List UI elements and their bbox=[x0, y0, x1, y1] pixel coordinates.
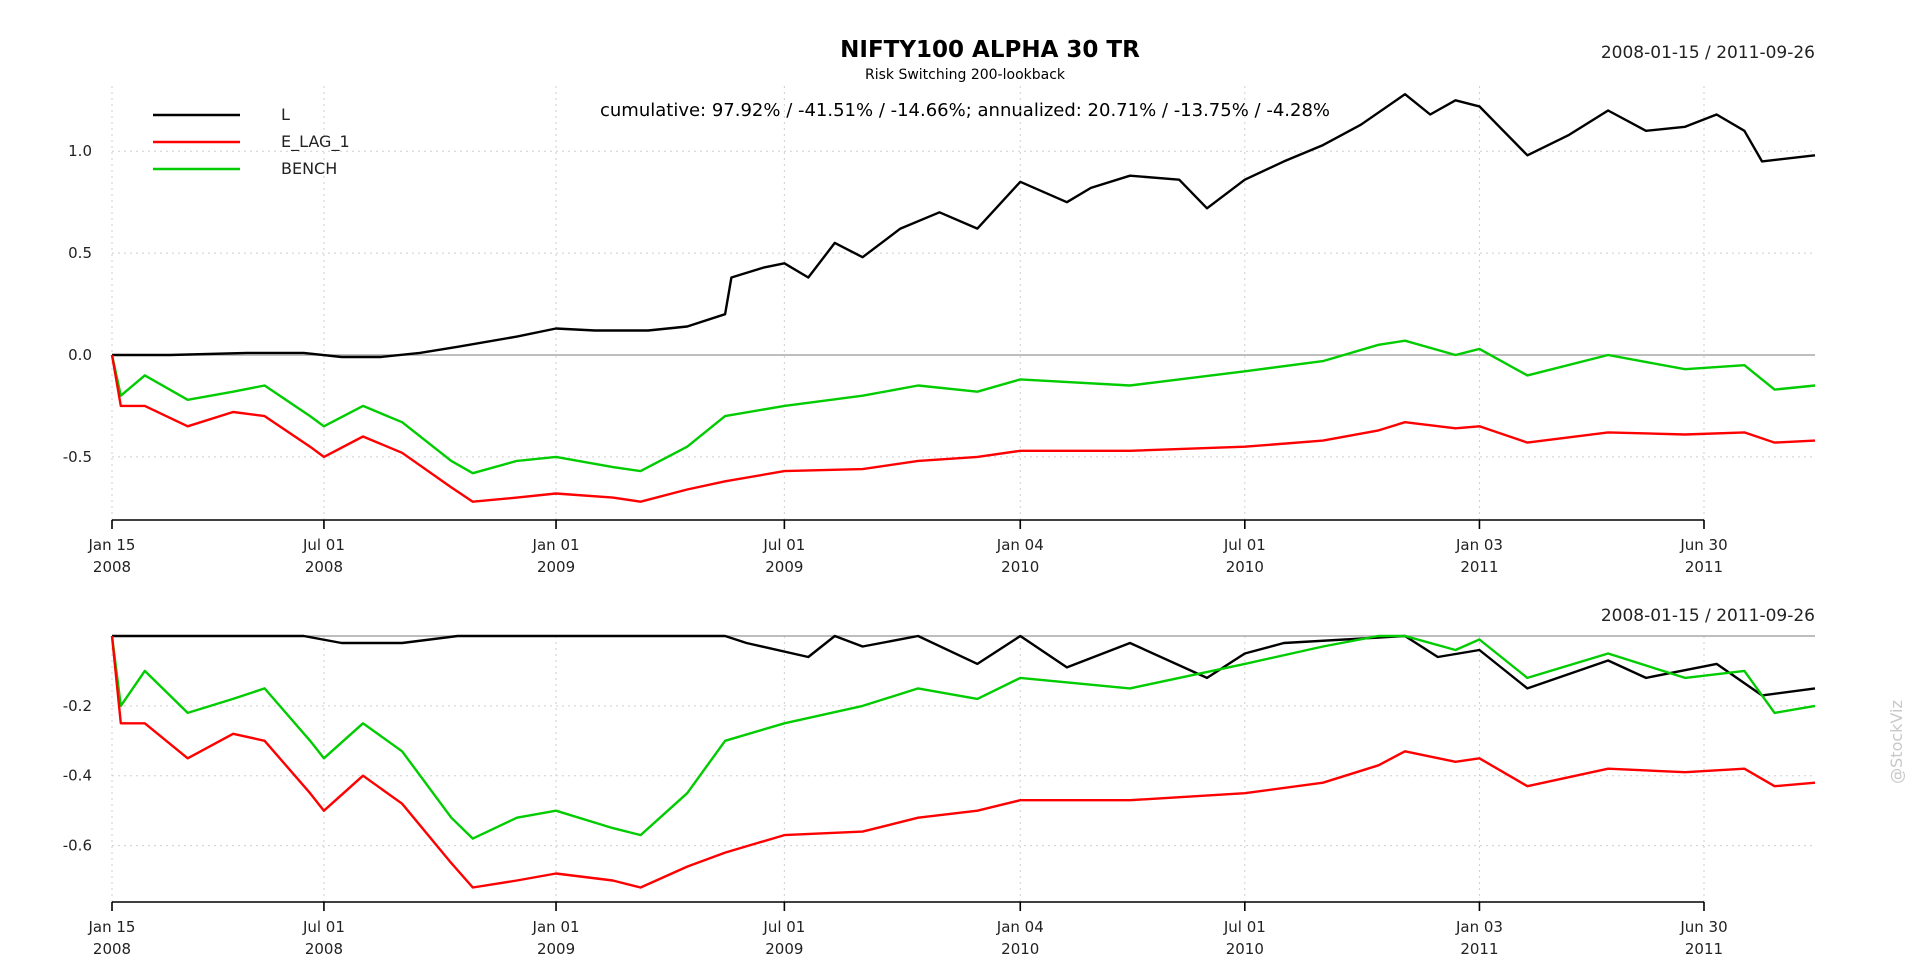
x-tick-label: Jul 01 bbox=[1223, 918, 1266, 936]
x-tick-label: Jan 04 bbox=[996, 536, 1044, 554]
x-tick-year-label: 2010 bbox=[1226, 558, 1264, 576]
legend-label: E_LAG_1 bbox=[281, 132, 350, 152]
series-line-l bbox=[112, 634, 1816, 697]
x-tick-label: Jul 01 bbox=[762, 918, 805, 936]
legend-label: BENCH bbox=[281, 159, 337, 178]
bottom-header: 2008-01-15 / 2011-09-26 bbox=[1601, 606, 1815, 626]
series-line-e-lag-1 bbox=[110, 635, 1816, 889]
series-line-bench bbox=[110, 634, 1816, 840]
x-tick-year-label: 2008 bbox=[93, 558, 131, 576]
chart-title: NIFTY100 ALPHA 30 TR bbox=[840, 37, 1140, 63]
x-tick-year-label: 2009 bbox=[765, 940, 803, 958]
x-tick-label: Jan 15 bbox=[88, 918, 136, 936]
series-line-bench bbox=[110, 339, 1816, 475]
y-tick-label: 1.0 bbox=[68, 142, 92, 160]
x-tick-year-label: 2011 bbox=[1460, 940, 1498, 958]
top-panel: 1.0 0.5 0.0 -0.5 Jan 15 2008 Jul 01 2008 Jan 01 2… bbox=[63, 86, 1816, 576]
y-tick-label: -0.6 bbox=[63, 837, 92, 855]
x-tick-year-label: 2009 bbox=[537, 558, 575, 576]
x-tick-label: Jul 01 bbox=[302, 918, 345, 936]
x-tick-year-label: 2010 bbox=[1001, 558, 1039, 576]
x-tick-year-label: 2011 bbox=[1685, 940, 1723, 958]
chart-subtitle: Risk Switching 200-lookback bbox=[865, 67, 1066, 83]
x-tick-year-label: 2008 bbox=[93, 940, 131, 958]
x-tick-year-label: 2011 bbox=[1685, 558, 1723, 576]
series-line-e-lag-1 bbox=[110, 354, 1816, 503]
x-tick-year-label: 2009 bbox=[765, 558, 803, 576]
performance-summary: cumulative: 97.92% / -41.51% / -14.66%; … bbox=[600, 100, 1330, 121]
chart-header: NIFTY100 ALPHA 30 TR Risk Switching 200-… bbox=[600, 37, 1815, 121]
y-tick-label: -0.5 bbox=[63, 448, 92, 466]
bottom-panel: -0.2 -0.4 -0.6 Jan 15 2008 Jul 01 2008 Jan 01 20… bbox=[63, 634, 1816, 958]
y-tick-label: -0.2 bbox=[63, 697, 92, 715]
x-tick-year-label: 2008 bbox=[305, 558, 343, 576]
x-tick-year-label: 2011 bbox=[1460, 558, 1498, 576]
x-tick-label: Jul 01 bbox=[1223, 536, 1266, 554]
top-date-range: 2008-01-15 / 2011-09-26 bbox=[1601, 43, 1815, 63]
x-tick-label: Jan 04 bbox=[996, 918, 1044, 936]
x-tick-label: Jul 01 bbox=[762, 536, 805, 554]
x-tick-year-label: 2009 bbox=[537, 940, 575, 958]
x-tick-label: Jan 03 bbox=[1455, 918, 1503, 936]
legend-label: L bbox=[281, 105, 290, 124]
y-tick-label: 0.0 bbox=[68, 346, 92, 364]
x-tick-label: Jan 01 bbox=[532, 536, 580, 554]
x-tick-label: Jul 01 bbox=[302, 536, 345, 554]
y-tick-label: -0.4 bbox=[63, 767, 92, 785]
watermark: @StockViz bbox=[1887, 700, 1906, 784]
x-tick-label: Jan 15 bbox=[88, 536, 136, 554]
chart-legend: L E_LAG_1 BENCH bbox=[153, 105, 350, 178]
y-tick-label: 0.5 bbox=[68, 244, 92, 262]
x-tick-year-label: 2010 bbox=[1226, 940, 1264, 958]
x-tick-label: Jun 30 bbox=[1679, 918, 1727, 936]
bottom-date-range: 2008-01-15 / 2011-09-26 bbox=[1601, 606, 1815, 626]
x-tick-label: Jan 01 bbox=[532, 918, 580, 936]
x-tick-label: Jan 03 bbox=[1455, 536, 1503, 554]
x-tick-year-label: 2010 bbox=[1001, 940, 1039, 958]
series-line-l bbox=[112, 93, 1816, 359]
x-tick-label: Jun 30 bbox=[1679, 536, 1727, 554]
x-tick-year-label: 2008 bbox=[305, 940, 343, 958]
